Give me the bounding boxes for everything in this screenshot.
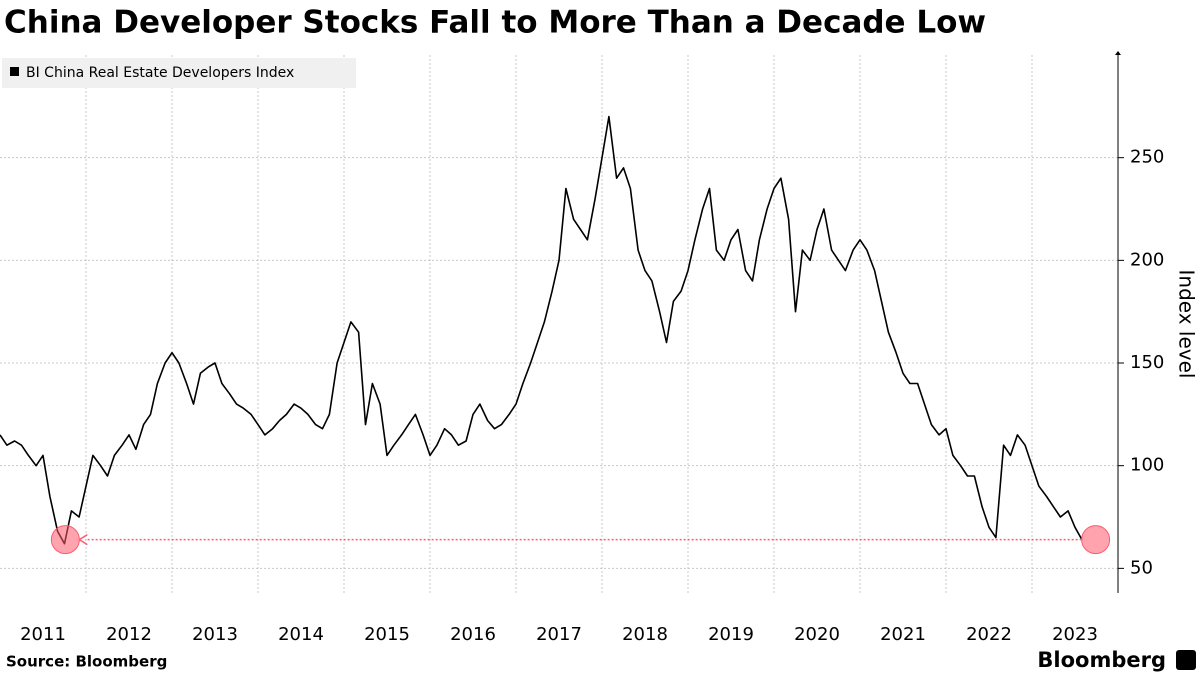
legend-label: BI China Real Estate Developers Index bbox=[26, 65, 294, 81]
y-tick-label: 250 bbox=[1130, 147, 1164, 168]
brand: Bloomberg bbox=[1037, 648, 1166, 672]
x-tick-label: 2020 bbox=[794, 624, 840, 645]
y-axis-arrow bbox=[1115, 51, 1121, 55]
legend bbox=[2, 58, 356, 88]
legend-swatch bbox=[10, 67, 19, 76]
x-tick-label: 2022 bbox=[966, 624, 1012, 645]
x-tick-label: 2013 bbox=[192, 624, 238, 645]
line bbox=[0, 115, 1083, 545]
brand-icon bbox=[1176, 650, 1196, 670]
y-tick-label: 50 bbox=[1130, 557, 1153, 578]
highlight-arrowhead bbox=[78, 533, 88, 546]
highlight-marker bbox=[1081, 525, 1111, 555]
source: Source: Bloomberg bbox=[6, 653, 167, 671]
x-tick-label: 2017 bbox=[536, 624, 582, 645]
x-tick-label: 2023 bbox=[1052, 624, 1098, 645]
x-tick-label: 2019 bbox=[708, 624, 754, 645]
y-tick-label: 150 bbox=[1130, 352, 1164, 373]
y-axis-label: Index level bbox=[1175, 270, 1199, 379]
x-tick-label: 2016 bbox=[450, 624, 496, 645]
chart-title: China Developer Stocks Fall to More Than… bbox=[4, 5, 986, 41]
x-tick-label: 2012 bbox=[106, 624, 152, 645]
y-tick-label: 200 bbox=[1130, 249, 1164, 270]
x-tick-label: 2014 bbox=[278, 624, 324, 645]
x-tick-label: 2018 bbox=[622, 624, 668, 645]
highlight-marker bbox=[50, 525, 80, 555]
x-tick-label: 2015 bbox=[364, 624, 410, 645]
x-tick-label: 2021 bbox=[880, 624, 926, 645]
y-tick-label: 100 bbox=[1130, 455, 1164, 476]
x-tick-label: 2011 bbox=[20, 624, 66, 645]
